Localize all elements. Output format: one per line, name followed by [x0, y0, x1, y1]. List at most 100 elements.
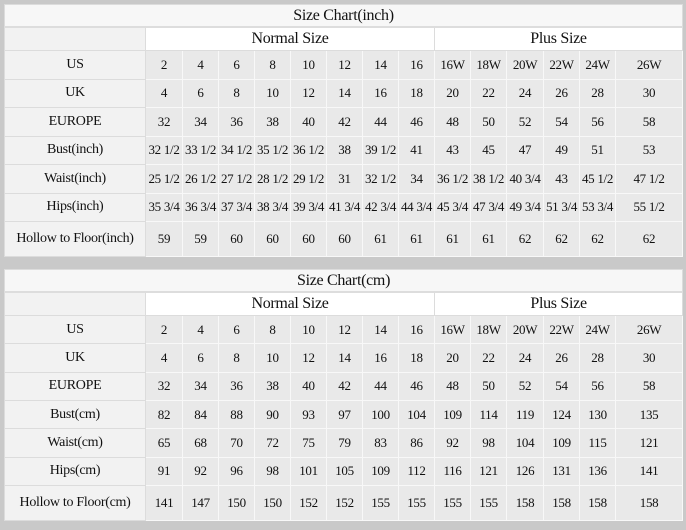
- table-cell: 48: [434, 371, 471, 401]
- table-cell: 2: [145, 314, 183, 345]
- table-row: Bust(inch) 32 1/2 33 1/2 34 1/2 35 1/2 36 1/2…: [4, 135, 684, 165]
- table-cell: 36 1/2: [434, 164, 471, 194]
- table-cell: 59: [182, 221, 219, 257]
- table-cell: 8: [254, 50, 291, 80]
- table-cell: 20W: [506, 314, 544, 345]
- table-cell: 4: [182, 50, 219, 80]
- table-cell: 16: [362, 78, 399, 108]
- table-cell: 16W: [434, 314, 471, 345]
- row-label: UK: [4, 78, 146, 108]
- table-cell: 32: [145, 107, 183, 137]
- table-row: EUROPE 32 34 36 38 40 42 44 46 48 50 52 54 56 58: [4, 371, 684, 401]
- table-cell: 47 1/2: [614, 164, 684, 194]
- table-cell: 114: [470, 399, 507, 430]
- table-cell: 14: [362, 314, 399, 345]
- table-cell: 155: [434, 485, 471, 521]
- table-cell: 6: [218, 50, 255, 80]
- table-cell: 47: [506, 135, 544, 165]
- table-cell: 116: [434, 456, 471, 487]
- chart-title: Size Chart(inch): [3, 4, 684, 28]
- table-row: UK 4 6 8 10 12 14 16 18 20 22 24 26 28 30: [4, 343, 684, 373]
- table-cell: 65: [145, 428, 183, 458]
- table-cell: 92: [434, 428, 471, 458]
- table-cell: 158: [543, 485, 580, 521]
- group-header-plus: Plus Size: [433, 26, 684, 51]
- size-chart-inch: Size Chart(inch) Normal Size Plus Size US 2 4…: [3, 4, 684, 257]
- corner-cell: [4, 291, 146, 316]
- table-cell: 22: [470, 343, 507, 373]
- table-cell: 46: [398, 107, 435, 137]
- table-cell: 38 1/2: [470, 164, 507, 194]
- table-cell: 8: [218, 78, 255, 108]
- table-cell: 25 1/2: [145, 164, 183, 194]
- table-row: UK 4 6 8 10 12 14 16 18 20 22 24 26 28 30: [4, 78, 684, 108]
- table-cell: 97: [326, 399, 363, 430]
- table-cell: 82: [145, 399, 183, 430]
- table-cell: 55 1/2: [614, 192, 684, 222]
- table-cell: 90: [254, 399, 291, 430]
- table-cell: 109: [434, 399, 471, 430]
- table-cell: 43: [543, 164, 580, 194]
- table-cell: 22W: [543, 314, 580, 345]
- row-label: Hollow to Floor(cm): [4, 485, 146, 521]
- table-cell: 60: [326, 221, 363, 257]
- table-cell: 104: [398, 399, 435, 430]
- table-cell: 155: [362, 485, 399, 521]
- table-cell: 16: [398, 314, 435, 345]
- row-label: Hips(cm): [4, 456, 146, 487]
- table-cell: 29 1/2: [290, 164, 327, 194]
- table-cell: 40: [290, 371, 327, 401]
- table-cell: 22: [470, 78, 507, 108]
- table-row: Waist(inch) 25 1/2 26 1/2 27 1/2 28 1/2 29 1/…: [4, 164, 684, 194]
- table-row: Hips(inch) 35 3/4 36 3/4 37 3/4 38 3/4 39 3/4…: [4, 192, 684, 222]
- table-cell: 52: [506, 107, 544, 137]
- table-cell: 8: [218, 343, 255, 373]
- table-cell: 20W: [506, 50, 544, 80]
- table-cell: 58: [614, 107, 684, 137]
- table-cell: 86: [398, 428, 435, 458]
- table-row: Hollow to Floor(cm) 141 147 150 150 152 152 155…: [4, 485, 684, 521]
- table-cell: 44: [362, 371, 399, 401]
- table-cell: 16: [362, 343, 399, 373]
- table-cell: 62: [579, 221, 616, 257]
- table-cell: 60: [290, 221, 327, 257]
- table-cell: 45: [470, 135, 507, 165]
- table-cell: 20: [434, 343, 471, 373]
- table-cell: 12: [290, 343, 327, 373]
- group-header-plus: Plus Size: [433, 291, 684, 316]
- table-cell: 24W: [579, 314, 616, 345]
- table-cell: 58: [614, 371, 684, 401]
- table-cell: 36 3/4: [182, 192, 219, 222]
- table-cell: 61: [470, 221, 507, 257]
- table-cell: 150: [254, 485, 291, 521]
- table-cell: 126: [506, 456, 544, 487]
- row-label: EUROPE: [4, 107, 146, 137]
- table-cell: 42 3/4: [362, 192, 399, 222]
- table-cell: 4: [145, 78, 183, 108]
- table-cell: 38: [254, 371, 291, 401]
- table-cell: 34: [398, 164, 435, 194]
- row-label: Hollow to Floor(inch): [4, 221, 146, 257]
- table-cell: 59: [145, 221, 183, 257]
- table-cell: 72: [254, 428, 291, 458]
- table-row: Hollow to Floor(inch) 59 59 60 60 60 60 61 61 61 6…: [4, 221, 684, 257]
- table-cell: 18: [398, 78, 435, 108]
- table-cell: 4: [182, 314, 219, 345]
- table-cell: 115: [579, 428, 616, 458]
- table-cell: 54: [543, 107, 580, 137]
- group-header-normal: Normal Size: [145, 26, 435, 51]
- table-cell: 30: [614, 343, 684, 373]
- table-cell: 56: [579, 371, 616, 401]
- table-cell: 18W: [470, 50, 507, 80]
- table-cell: 104: [506, 428, 544, 458]
- row-label: Bust(cm): [4, 399, 146, 430]
- table-cell: 16: [398, 50, 435, 80]
- table-cell: 34: [182, 371, 219, 401]
- table-cell: 40: [290, 107, 327, 137]
- table-cell: 62: [614, 221, 684, 257]
- table-cell: 136: [579, 456, 616, 487]
- table-cell: 8: [254, 314, 291, 345]
- table-cell: 14: [326, 78, 363, 108]
- table-cell: 10: [290, 50, 327, 80]
- table-cell: 28 1/2: [254, 164, 291, 194]
